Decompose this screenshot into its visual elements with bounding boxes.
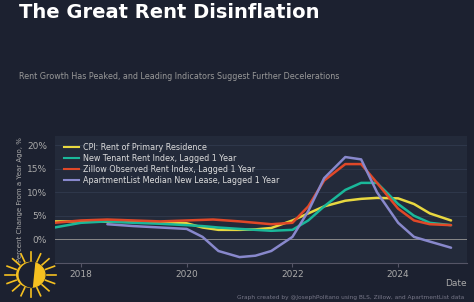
Text: Rent Growth Has Peaked, and Leading Indicators Suggest Further Decelerations: Rent Growth Has Peaked, and Leading Indi… bbox=[19, 72, 339, 82]
New Tenant Rent Index, Lagged 1 Year bbox=[290, 228, 295, 232]
CPI: Rent of Primary Residence: (2.02e+03, 3.7): Rent of Primary Residence: (2.02e+03, 3.… bbox=[110, 220, 116, 224]
New Tenant Rent Index, Lagged 1 Year bbox=[268, 229, 274, 233]
ApartmentList Median New Lease, Lagged 1 Year bbox=[395, 221, 401, 225]
CPI: Rent of Primary Residence: (2.02e+03, 7): Rent of Primary Residence: (2.02e+03, 7) bbox=[321, 204, 327, 208]
New Tenant Rent Index, Lagged 1 Year bbox=[105, 220, 110, 223]
Line: Zillow Observed Rent Index, Lagged 1 Year: Zillow Observed Rent Index, Lagged 1 Yea… bbox=[55, 164, 451, 225]
ApartmentList Median New Lease, Lagged 1 Year bbox=[290, 235, 295, 239]
ApartmentList Median New Lease, Lagged 1 Year bbox=[342, 155, 348, 159]
New Tenant Rent Index, Lagged 1 Year bbox=[253, 228, 258, 232]
New Tenant Rent Index, Lagged 1 Year bbox=[395, 202, 401, 206]
CPI: Rent of Primary Residence: (2.02e+03, 3.4): Rent of Primary Residence: (2.02e+03, 3.… bbox=[184, 221, 190, 225]
Line: CPI: Rent of Primary Residence: CPI: Rent of Primary Residence bbox=[55, 198, 451, 230]
New Tenant Rent Index, Lagged 1 Year bbox=[78, 221, 84, 225]
Zillow Observed Rent Index, Lagged 1 Year bbox=[342, 162, 348, 166]
Zillow Observed Rent Index, Lagged 1 Year bbox=[131, 219, 137, 222]
ApartmentList Median New Lease, Lagged 1 Year bbox=[105, 222, 110, 226]
Zillow Observed Rent Index, Lagged 1 Year bbox=[210, 218, 216, 221]
New Tenant Rent Index, Lagged 1 Year bbox=[374, 181, 380, 185]
Zillow Observed Rent Index, Lagged 1 Year bbox=[157, 220, 163, 223]
CPI: Rent of Primary Residence: (2.02e+03, 2.5): Rent of Primary Residence: (2.02e+03, 2.… bbox=[200, 226, 205, 229]
Text: The Great Rent Disinflation: The Great Rent Disinflation bbox=[19, 3, 319, 22]
New Tenant Rent Index, Lagged 1 Year bbox=[184, 223, 190, 227]
CPI: Rent of Primary Residence: (2.02e+03, 3.8): Rent of Primary Residence: (2.02e+03, 3.… bbox=[52, 220, 57, 223]
CPI: Rent of Primary Residence: (2.02e+03, 5.5): Rent of Primary Residence: (2.02e+03, 5.… bbox=[305, 212, 311, 215]
New Tenant Rent Index, Lagged 1 Year bbox=[427, 221, 433, 225]
New Tenant Rent Index, Lagged 1 Year bbox=[200, 224, 205, 228]
CPI: Rent of Primary Residence: (2.02e+03, 2): Rent of Primary Residence: (2.02e+03, 2) bbox=[216, 228, 221, 232]
CPI: Rent of Primary Residence: (2.02e+03, 8.2): Rent of Primary Residence: (2.02e+03, 8.… bbox=[342, 199, 348, 203]
Zillow Observed Rent Index, Lagged 1 Year bbox=[105, 218, 110, 221]
CPI: Rent of Primary Residence: (2.02e+03, 5.5): Rent of Primary Residence: (2.02e+03, 5.… bbox=[427, 212, 433, 215]
Zillow Observed Rent Index, Lagged 1 Year bbox=[52, 221, 57, 225]
ApartmentList Median New Lease, Lagged 1 Year bbox=[157, 226, 163, 229]
ApartmentList Median New Lease, Lagged 1 Year bbox=[448, 246, 454, 249]
ApartmentList Median New Lease, Lagged 1 Year bbox=[374, 191, 380, 194]
New Tenant Rent Index, Lagged 1 Year bbox=[52, 226, 57, 229]
CPI: Rent of Primary Residence: (2.02e+03, 3.7): Rent of Primary Residence: (2.02e+03, 3.… bbox=[131, 220, 137, 224]
Zillow Observed Rent Index, Lagged 1 Year bbox=[78, 219, 84, 222]
ApartmentList Median New Lease, Lagged 1 Year bbox=[237, 255, 242, 259]
Zillow Observed Rent Index, Lagged 1 Year bbox=[448, 223, 454, 227]
ApartmentList Median New Lease, Lagged 1 Year bbox=[200, 235, 205, 239]
New Tenant Rent Index, Lagged 1 Year bbox=[157, 222, 163, 226]
New Tenant Rent Index, Lagged 1 Year bbox=[448, 223, 454, 227]
ApartmentList Median New Lease, Lagged 1 Year bbox=[305, 209, 311, 213]
Legend: CPI: Rent of Primary Residence, New Tenant Rent Index, Lagged 1 Year, Zillow Obs: CPI: Rent of Primary Residence, New Tena… bbox=[63, 141, 281, 186]
New Tenant Rent Index, Lagged 1 Year bbox=[321, 204, 327, 208]
CPI: Rent of Primary Residence: (2.02e+03, 3.6): Rent of Primary Residence: (2.02e+03, 3.… bbox=[163, 220, 168, 224]
CPI: Rent of Primary Residence: (2.02e+03, 7.5): Rent of Primary Residence: (2.02e+03, 7.… bbox=[411, 202, 417, 206]
CPI: Rent of Primary Residence: (2.02e+03, 2.4): Rent of Primary Residence: (2.02e+03, 2.… bbox=[268, 226, 274, 230]
Zillow Observed Rent Index, Lagged 1 Year bbox=[237, 220, 242, 223]
Line: New Tenant Rent Index, Lagged 1 Year: New Tenant Rent Index, Lagged 1 Year bbox=[55, 183, 451, 231]
New Tenant Rent Index, Lagged 1 Year bbox=[216, 226, 221, 229]
New Tenant Rent Index, Lagged 1 Year bbox=[131, 221, 137, 225]
Zillow Observed Rent Index, Lagged 1 Year bbox=[358, 162, 364, 166]
Zillow Observed Rent Index, Lagged 1 Year bbox=[268, 222, 274, 226]
CPI: Rent of Primary Residence: (2.02e+03, 8.8): Rent of Primary Residence: (2.02e+03, 8.… bbox=[374, 196, 380, 200]
CPI: Rent of Primary Residence: (2.02e+03, 2.1): Rent of Primary Residence: (2.02e+03, 2.… bbox=[253, 228, 258, 231]
Text: Date: Date bbox=[445, 279, 467, 288]
ApartmentList Median New Lease, Lagged 1 Year bbox=[411, 235, 417, 239]
CPI: Rent of Primary Residence: (2.02e+03, 3.75): Rent of Primary Residence: (2.02e+03, 3.… bbox=[94, 220, 100, 223]
Zillow Observed Rent Index, Lagged 1 Year bbox=[253, 221, 258, 225]
New Tenant Rent Index, Lagged 1 Year bbox=[358, 181, 364, 185]
CPI: Rent of Primary Residence: (2.02e+03, 4): Rent of Primary Residence: (2.02e+03, 4) bbox=[290, 219, 295, 222]
CPI: Rent of Primary Residence: (2.02e+03, 8.6): Rent of Primary Residence: (2.02e+03, 8.… bbox=[358, 197, 364, 201]
ApartmentList Median New Lease, Lagged 1 Year bbox=[216, 249, 221, 253]
Zillow Observed Rent Index, Lagged 1 Year bbox=[321, 179, 327, 182]
New Tenant Rent Index, Lagged 1 Year bbox=[411, 214, 417, 217]
ApartmentList Median New Lease, Lagged 1 Year bbox=[321, 176, 327, 180]
Text: Graph created by @JosephPolitano using BLS, Zillow, and ApartmentList data: Graph created by @JosephPolitano using B… bbox=[237, 295, 465, 300]
Zillow Observed Rent Index, Lagged 1 Year bbox=[305, 204, 311, 208]
ApartmentList Median New Lease, Lagged 1 Year bbox=[184, 227, 190, 231]
CPI: Rent of Primary Residence: (2.02e+03, 4): Rent of Primary Residence: (2.02e+03, 4) bbox=[448, 219, 454, 222]
Zillow Observed Rent Index, Lagged 1 Year bbox=[374, 181, 380, 185]
Zillow Observed Rent Index, Lagged 1 Year bbox=[411, 219, 417, 222]
ApartmentList Median New Lease, Lagged 1 Year bbox=[253, 254, 258, 258]
New Tenant Rent Index, Lagged 1 Year bbox=[342, 188, 348, 192]
Zillow Observed Rent Index, Lagged 1 Year bbox=[395, 207, 401, 210]
CPI: Rent of Primary Residence: (2.02e+03, 2): Rent of Primary Residence: (2.02e+03, 2) bbox=[237, 228, 242, 232]
Line: ApartmentList Median New Lease, Lagged 1 Year: ApartmentList Median New Lease, Lagged 1… bbox=[108, 157, 451, 257]
Zillow Observed Rent Index, Lagged 1 Year bbox=[290, 221, 295, 225]
New Tenant Rent Index, Lagged 1 Year bbox=[305, 219, 311, 222]
ApartmentList Median New Lease, Lagged 1 Year bbox=[268, 249, 274, 253]
ApartmentList Median New Lease, Lagged 1 Year bbox=[358, 158, 364, 161]
Y-axis label: Percent Change From a Year Ago, %: Percent Change From a Year Ago, % bbox=[17, 137, 23, 262]
Circle shape bbox=[17, 262, 45, 287]
CPI: Rent of Primary Residence: (2.02e+03, 8.7): Rent of Primary Residence: (2.02e+03, 8.… bbox=[395, 197, 401, 200]
Zillow Observed Rent Index, Lagged 1 Year bbox=[427, 222, 433, 226]
Zillow Observed Rent Index, Lagged 1 Year bbox=[184, 219, 190, 222]
CPI: Rent of Primary Residence: (2.02e+03, 3.65): Rent of Primary Residence: (2.02e+03, 3.… bbox=[147, 220, 153, 224]
CPI: Rent of Primary Residence: (2.02e+03, 3.8): Rent of Primary Residence: (2.02e+03, 3.… bbox=[78, 220, 84, 223]
New Tenant Rent Index, Lagged 1 Year bbox=[237, 227, 242, 231]
ApartmentList Median New Lease, Lagged 1 Year bbox=[427, 240, 433, 243]
Wedge shape bbox=[19, 262, 35, 287]
ApartmentList Median New Lease, Lagged 1 Year bbox=[131, 224, 137, 228]
